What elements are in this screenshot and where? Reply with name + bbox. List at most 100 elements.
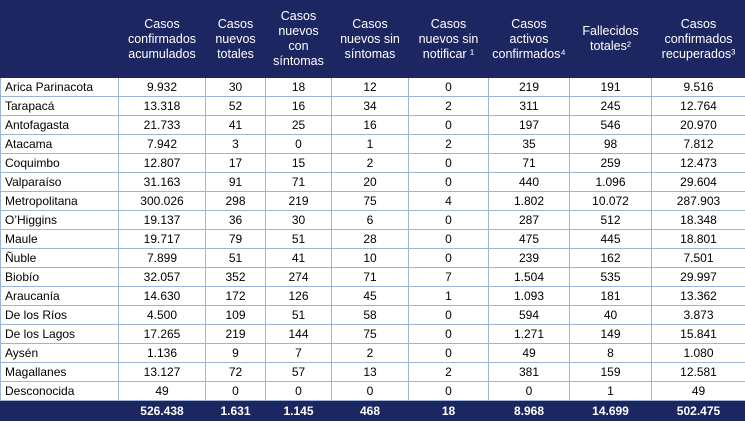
value-cell: 13 bbox=[331, 362, 409, 382]
value-cell: 75 bbox=[331, 324, 409, 344]
value-cell: 31.163 bbox=[118, 172, 206, 192]
value-cell: 0 bbox=[265, 381, 332, 401]
value-cell: 1.080 bbox=[651, 343, 745, 363]
total-cell: 18 bbox=[408, 400, 489, 421]
header-cell: Casos nuevos sin notificar ¹ bbox=[408, 0, 489, 78]
value-cell: 4.500 bbox=[118, 305, 206, 325]
value-cell: 0 bbox=[408, 343, 489, 363]
region-row: Aysén 1.136 9 7 2 0 49 8 1.080 bbox=[0, 343, 745, 363]
value-cell: 219 bbox=[488, 77, 570, 97]
value-cell: 10.072 bbox=[569, 191, 652, 211]
value-cell: 162 bbox=[569, 248, 652, 268]
region-cell: Arica Parinacota bbox=[0, 77, 119, 97]
value-cell: 197 bbox=[488, 115, 570, 135]
value-cell: 191 bbox=[569, 77, 652, 97]
value-cell: 245 bbox=[569, 96, 652, 116]
region-cell: Desconocida bbox=[0, 381, 119, 401]
value-cell: 512 bbox=[569, 210, 652, 230]
value-cell: 287 bbox=[488, 210, 570, 230]
region-row: Valparaíso 31.163 91 71 20 0 440 1.096 29.604 bbox=[0, 172, 745, 192]
value-cell: 1 bbox=[569, 381, 652, 401]
region-cell: De los Ríos bbox=[0, 305, 119, 325]
region-row: O’Higgins 19.137 36 30 6 0 287 512 18.348 bbox=[0, 210, 745, 230]
value-cell: 2 bbox=[408, 362, 489, 382]
region-cell: Maule bbox=[0, 229, 119, 249]
region-cell: Magallanes bbox=[0, 362, 119, 382]
region-row: Coquimbo 12.807 17 15 2 0 71 259 12.473 bbox=[0, 153, 745, 173]
value-cell: 311 bbox=[488, 96, 570, 116]
value-cell: 7.501 bbox=[651, 248, 745, 268]
value-cell: 13.318 bbox=[118, 96, 206, 116]
value-cell: 36 bbox=[205, 210, 266, 230]
value-cell: 34 bbox=[331, 96, 409, 116]
total-cell: 468 bbox=[331, 400, 409, 421]
region-row: Araucanía 14.630 172 126 45 1 1.093 181 13.362 bbox=[0, 286, 745, 306]
header-cell: Casos confirmados acumulados bbox=[118, 0, 206, 78]
value-cell: 72 bbox=[205, 362, 266, 382]
value-cell: 0 bbox=[408, 115, 489, 135]
region-row: Atacama 7.942 3 0 1 2 35 98 7.812 bbox=[0, 134, 745, 154]
value-cell: 6 bbox=[331, 210, 409, 230]
region-cell: De los Lagos bbox=[0, 324, 119, 344]
value-cell: 126 bbox=[265, 286, 332, 306]
value-cell: 1.096 bbox=[569, 172, 652, 192]
total-cell: 1.631 bbox=[205, 400, 266, 421]
value-cell: 144 bbox=[265, 324, 332, 344]
value-cell: 0 bbox=[408, 305, 489, 325]
header-cell bbox=[0, 0, 119, 78]
value-cell: 2 bbox=[331, 153, 409, 173]
total-cell: 1.145 bbox=[265, 400, 332, 421]
value-cell: 9.932 bbox=[118, 77, 206, 97]
value-cell: 0 bbox=[408, 153, 489, 173]
region-cell: Aysén bbox=[0, 343, 119, 363]
value-cell: 1.136 bbox=[118, 343, 206, 363]
value-cell: 14.630 bbox=[118, 286, 206, 306]
value-cell: 0 bbox=[205, 381, 266, 401]
value-cell: 352 bbox=[205, 267, 266, 287]
value-cell: 7.942 bbox=[118, 134, 206, 154]
value-cell: 49 bbox=[118, 381, 206, 401]
value-cell: 219 bbox=[265, 191, 332, 211]
value-cell: 1.802 bbox=[488, 191, 570, 211]
value-cell: 12.473 bbox=[651, 153, 745, 173]
value-cell: 18.801 bbox=[651, 229, 745, 249]
value-cell: 29.997 bbox=[651, 267, 745, 287]
value-cell: 159 bbox=[569, 362, 652, 382]
value-cell: 1 bbox=[408, 286, 489, 306]
value-cell: 16 bbox=[265, 96, 332, 116]
value-cell: 41 bbox=[265, 248, 332, 268]
value-cell: 30 bbox=[205, 77, 266, 97]
value-cell: 7 bbox=[408, 267, 489, 287]
value-cell: 440 bbox=[488, 172, 570, 192]
total-cell: 526.438 bbox=[118, 400, 206, 421]
value-cell: 149 bbox=[569, 324, 652, 344]
region-row: Biobío 32.057 352 274 71 7 1.504 535 29.997 bbox=[0, 267, 745, 287]
value-cell: 30 bbox=[265, 210, 332, 230]
value-cell: 10 bbox=[331, 248, 409, 268]
value-cell: 18.348 bbox=[651, 210, 745, 230]
value-cell: 29.604 bbox=[651, 172, 745, 192]
value-cell: 35 bbox=[488, 134, 570, 154]
value-cell: 0 bbox=[265, 134, 332, 154]
value-cell: 1.093 bbox=[488, 286, 570, 306]
value-cell: 49 bbox=[651, 381, 745, 401]
value-cell: 445 bbox=[569, 229, 652, 249]
header-cell: Casos nuevos totales bbox=[205, 0, 266, 78]
value-cell: 32.057 bbox=[118, 267, 206, 287]
value-cell: 300.026 bbox=[118, 191, 206, 211]
value-cell: 19.717 bbox=[118, 229, 206, 249]
value-cell: 9 bbox=[205, 343, 266, 363]
value-cell: 287.903 bbox=[651, 191, 745, 211]
value-cell: 0 bbox=[408, 210, 489, 230]
value-cell: 20 bbox=[331, 172, 409, 192]
value-cell: 239 bbox=[488, 248, 570, 268]
value-cell: 475 bbox=[488, 229, 570, 249]
value-cell: 4 bbox=[408, 191, 489, 211]
region-cell: Ñuble bbox=[0, 248, 119, 268]
value-cell: 381 bbox=[488, 362, 570, 382]
value-cell: 1.271 bbox=[488, 324, 570, 344]
value-cell: 9.516 bbox=[651, 77, 745, 97]
value-cell: 0 bbox=[408, 229, 489, 249]
total-cell: 14.699 bbox=[569, 400, 652, 421]
